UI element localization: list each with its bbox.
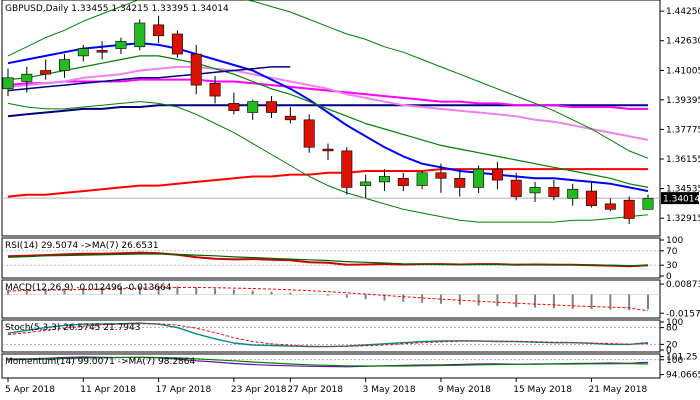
candle-up: [21, 73, 33, 82]
candle-up: [360, 181, 372, 186]
candle-down: [623, 199, 635, 219]
date-axis-label: 9 May 2018: [438, 385, 491, 395]
candle-down: [586, 190, 598, 206]
candle-down: [209, 82, 221, 97]
date-axis-label: 17 Apr 2018: [156, 385, 212, 395]
candle-down: [266, 101, 278, 113]
momentum-line: [7, 356, 649, 367]
indicator-axis-label: 80: [666, 324, 678, 334]
date-axis-label: 5 Apr 2018: [5, 385, 55, 395]
panel-frame: [1, 353, 661, 379]
price-overlay-line: [7, 0, 649, 159]
momentum-title: Momentum(14) 99.0071 ->MA(7) 98.2864: [5, 357, 196, 367]
candle-down: [96, 50, 108, 53]
date-axis-label: 21 May 2018: [589, 385, 648, 395]
candle-up: [115, 40, 127, 49]
candle-down: [510, 179, 522, 197]
indicator-axis-label: 101.25: [666, 353, 698, 363]
price-overlay-line: [7, 101, 649, 223]
price-axis-label: 1.37775: [666, 125, 700, 135]
stoch-line: [7, 323, 649, 347]
candle-down: [322, 148, 334, 152]
candle-down: [435, 172, 447, 179]
candle-up: [134, 22, 146, 48]
price-axis-label: 1.41005: [666, 66, 700, 76]
price-overlay-line: [7, 42, 649, 193]
candle-down: [40, 70, 52, 75]
panel-frame: [1, 279, 661, 319]
date-axis-label: 15 May 2018: [513, 385, 572, 395]
indicator-axis-label: 94.0665: [666, 371, 700, 381]
candle-down: [228, 103, 240, 111]
indicator-axis-label: 0: [666, 272, 672, 282]
candle-up: [529, 187, 541, 194]
candle-up: [58, 59, 70, 71]
indicator-axis-label: 100: [666, 318, 683, 328]
indicator-axis-label: 100: [666, 356, 683, 366]
indicator-axis-label: 0: [666, 346, 672, 356]
candle-down: [171, 33, 183, 55]
chart-title: GBPUSD,Daily 1.33455 1.34215 1.33395 1.3…: [5, 4, 229, 14]
candle-down: [397, 177, 409, 186]
candle-down: [604, 203, 616, 210]
candle-up: [2, 77, 14, 90]
candle-down: [491, 168, 503, 181]
candle-up: [473, 168, 485, 188]
candle-down: [341, 150, 353, 188]
last-price-label: 1.34014: [663, 195, 700, 205]
price-overlay-line: [7, 78, 648, 110]
price-axis-label: 1.44250: [666, 7, 700, 17]
candle-up: [416, 172, 428, 186]
price-axis-label: 1.32915: [666, 214, 700, 224]
rsi-title: RSI(14) 29.5074 ->MA(7) 26.6531: [5, 241, 159, 251]
candle-down: [454, 177, 466, 188]
indicator-axis-label: 30: [666, 261, 678, 271]
date-axis-label: 27 Apr 2018: [287, 385, 343, 395]
stoch-title: Stoch(5,3,3) 26.5745 21.7943: [5, 323, 140, 333]
candle-up: [247, 101, 259, 113]
price-axis-label: 1.36155: [666, 155, 700, 165]
date-axis-label: 3 May 2018: [363, 385, 416, 395]
price-overlay-line: [7, 65, 649, 141]
price-overlay-line: [7, 168, 648, 198]
panel-frame: [1, 319, 661, 353]
candle-down: [284, 115, 296, 121]
price-overlay-line: [7, 66, 291, 92]
candle-down: [190, 53, 202, 86]
price-axis-label: 1.42630: [666, 37, 700, 47]
indicator-axis-label: 20: [666, 340, 678, 350]
indicator-axis-label: 100: [666, 236, 683, 246]
candle-down: [153, 24, 165, 37]
macd-signal-line: [7, 287, 649, 312]
price-axis-label: 1.39395: [666, 96, 700, 106]
candle-down: [548, 187, 560, 197]
price-overlay-line: [7, 55, 649, 188]
macd-title: MACD(12,26,9) -0.012496 -0.013664: [5, 283, 172, 293]
candle-up: [567, 188, 579, 199]
rsi-line: [7, 253, 648, 267]
indicator-axis-label: 70: [666, 247, 678, 257]
date-axis-label: 11 Apr 2018: [80, 385, 136, 395]
date-axis-label: 23 Apr 2018: [231, 385, 287, 395]
candle-down: [303, 119, 315, 148]
price-axis-label: 1.34535: [666, 185, 700, 195]
candle-up: [378, 176, 390, 183]
candle-up: [77, 48, 89, 57]
panel-frame: [1, 237, 661, 279]
last-price-tag: [661, 192, 699, 205]
indicator-axis-label: -0.015789: [666, 309, 700, 319]
panel-frame: [1, 0, 661, 237]
candle-up: [642, 198, 654, 210]
indicator-axis-label: 0.008736: [666, 280, 700, 290]
